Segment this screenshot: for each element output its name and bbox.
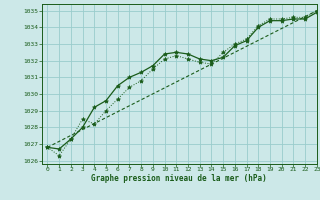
X-axis label: Graphe pression niveau de la mer (hPa): Graphe pression niveau de la mer (hPa) (91, 174, 267, 183)
